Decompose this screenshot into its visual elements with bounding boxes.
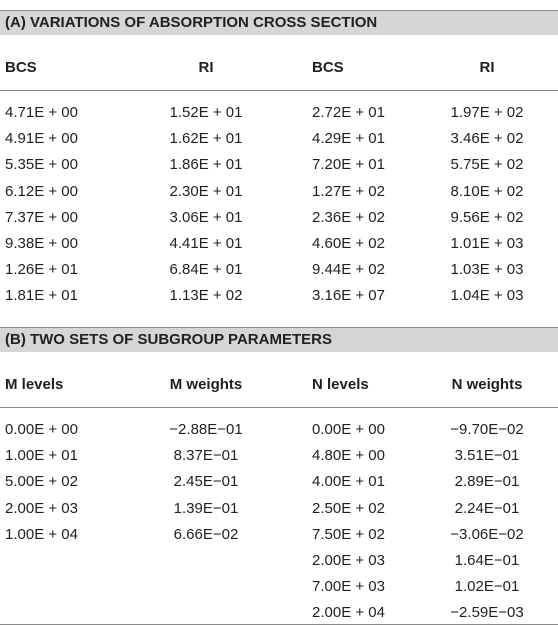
- table-cell: 6.12E + 00: [5, 182, 78, 200]
- table-cell: 2.72E + 01: [312, 104, 385, 121]
- table-cell: 9.38E + 00: [5, 235, 78, 252]
- section-title: (B) TWO SETS OF SUBGROUP PARAMETERS: [5, 331, 332, 348]
- table-cell: 3.06E + 01: [169, 208, 243, 226]
- table-cell: −3.06E−02: [450, 525, 524, 543]
- table-cell: 1.86E + 01: [169, 156, 243, 174]
- table-cell: 5.75E + 02: [450, 156, 524, 174]
- table-cell: 4.41E + 01: [169, 235, 243, 252]
- table-cell: 2.00E + 04: [312, 604, 385, 622]
- column-header: N levels: [312, 376, 369, 393]
- table-cell: 1.13E + 02: [169, 287, 243, 305]
- table-cell: −2.88E−01: [169, 421, 243, 438]
- table-cell: 0.00E + 00: [5, 421, 78, 438]
- column-header: RI: [198, 59, 214, 76]
- table-cell: 3.16E + 07: [312, 287, 385, 305]
- table-cell: 7.20E + 01: [312, 156, 385, 174]
- table-cell: 2.50E + 02: [312, 499, 385, 517]
- table-cell: 1.00E + 01: [5, 447, 78, 465]
- column-header: M weights: [169, 376, 243, 393]
- column-header: M levels: [5, 376, 64, 393]
- table-cell: 1.04E + 03: [450, 287, 524, 305]
- table-cell: 5.00E + 02: [5, 473, 78, 491]
- table-cell: 8.10E + 02: [450, 182, 524, 200]
- section-bar: (B) TWO SETS OF SUBGROUP PARAMETERS: [0, 327, 558, 352]
- table-cell: 4.60E + 02: [312, 235, 385, 252]
- table-cell: −9.70E−02: [450, 421, 524, 438]
- table-cell: 2.00E + 03: [312, 552, 385, 569]
- column-header: BCS: [5, 59, 37, 76]
- table-cell: 1.52E + 01: [169, 104, 243, 121]
- column-header: N weights: [451, 376, 523, 393]
- table-cell: 4.29E + 01: [312, 130, 385, 148]
- table-cell: 9.44E + 02: [312, 261, 385, 279]
- table-cell: 4.00E + 01: [312, 473, 385, 491]
- table-cell: 1.97E + 02: [450, 104, 524, 121]
- table-cell: 1.27E + 02: [312, 182, 385, 200]
- table-cell: 7.37E + 00: [5, 208, 78, 226]
- table-cell: 4.91E + 00: [5, 130, 78, 148]
- table-cell: 2.45E−01: [173, 473, 239, 491]
- table-cell: 7.00E + 03: [312, 578, 385, 596]
- section-title: (A) VARIATIONS OF ABSORPTION CROSS SECTI…: [5, 14, 378, 31]
- table-cell: 2.89E−01: [454, 473, 520, 491]
- table-cell: 1.64E−01: [454, 552, 520, 569]
- table-cell: 7.50E + 02: [312, 525, 385, 543]
- table-cell: 4.80E + 00: [312, 447, 385, 465]
- column-header: RI: [479, 59, 495, 76]
- table-cell: 4.71E + 00: [5, 104, 78, 121]
- table-cell: 2.36E + 02: [312, 208, 385, 226]
- table-cell: 2.00E + 03: [5, 499, 78, 517]
- table-cell: 5.35E + 00: [5, 156, 78, 174]
- header-rule: [0, 407, 558, 408]
- table-cell: 1.00E + 04: [5, 525, 78, 543]
- table-cell: 3.46E + 02: [450, 130, 524, 148]
- table-cell: 3.51E−01: [454, 447, 520, 465]
- table-cell: 2.30E + 01: [169, 182, 243, 200]
- table-cell: 1.62E + 01: [169, 130, 243, 148]
- table-cell: 6.66E−02: [173, 525, 239, 543]
- header-rule: [0, 90, 558, 91]
- table-cell: −2.59E−03: [450, 604, 524, 622]
- table-cell: 1.81E + 01: [5, 287, 78, 305]
- table-cell: 0.00E + 00: [312, 421, 385, 438]
- table-cell: 9.56E + 02: [450, 208, 524, 226]
- table-cell: 8.37E−01: [173, 447, 239, 465]
- table-cell: 1.39E−01: [173, 499, 239, 517]
- table-cell: 6.84E + 01: [169, 261, 243, 279]
- table-cell: 1.03E + 03: [450, 261, 524, 279]
- table-cell: 1.01E + 03: [450, 235, 524, 252]
- section-bar: (A) VARIATIONS OF ABSORPTION CROSS SECTI…: [0, 10, 558, 35]
- table-cell: 2.24E−01: [454, 499, 520, 517]
- column-header: BCS: [312, 59, 344, 76]
- table-cell: 1.02E−01: [454, 578, 520, 596]
- table-cell: 1.26E + 01: [5, 261, 78, 279]
